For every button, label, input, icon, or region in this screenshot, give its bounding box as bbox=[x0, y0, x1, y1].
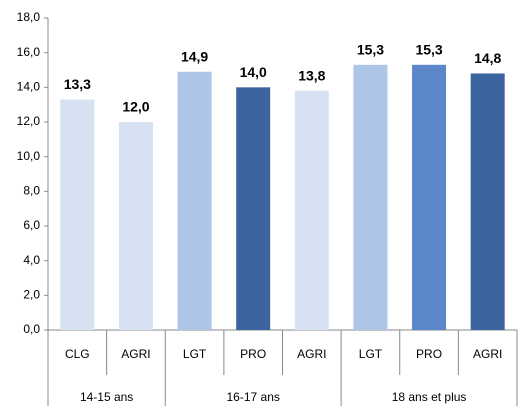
bar bbox=[412, 64, 447, 331]
group-label: 14-15 ans bbox=[80, 390, 133, 404]
y-tick-label: 4,0 bbox=[23, 253, 40, 267]
bar bbox=[470, 73, 505, 330]
x-tick-label: LGT bbox=[359, 347, 383, 361]
x-tick-label: AGRI bbox=[121, 347, 150, 361]
y-tick-label: 16,0 bbox=[17, 45, 41, 59]
value-label: 14,8 bbox=[474, 50, 501, 66]
bar bbox=[118, 122, 153, 330]
y-tick-label: 6,0 bbox=[23, 218, 40, 232]
y-tick-label: 14,0 bbox=[17, 80, 41, 94]
y-tick-label: 8,0 bbox=[23, 184, 40, 198]
x-tick-label: AGRI bbox=[297, 347, 326, 361]
value-label: 13,3 bbox=[64, 76, 91, 92]
x-tick-label: LGT bbox=[183, 347, 207, 361]
x-tick-label: PRO bbox=[240, 347, 266, 361]
y-tick-label: 2,0 bbox=[23, 288, 40, 302]
value-label: 15,3 bbox=[357, 42, 384, 58]
bar bbox=[236, 87, 271, 330]
value-label: 14,0 bbox=[240, 64, 267, 80]
value-label: 13,8 bbox=[298, 68, 325, 84]
x-tick-label: CLG bbox=[65, 347, 90, 361]
x-tick-label: PRO bbox=[416, 347, 442, 361]
bar bbox=[294, 90, 329, 330]
group-label: 16-17 ans bbox=[227, 390, 280, 404]
value-label: 15,3 bbox=[415, 42, 442, 58]
bar bbox=[177, 71, 212, 330]
x-tick-label: AGRI bbox=[473, 347, 502, 361]
group-label: 18 ans et plus bbox=[392, 390, 467, 404]
y-tick-label: 12,0 bbox=[17, 114, 41, 128]
value-label: 14,9 bbox=[181, 48, 208, 64]
y-tick-label: 18,0 bbox=[17, 10, 41, 24]
y-tick-label: 10,0 bbox=[17, 149, 41, 163]
y-tick-label: 0,0 bbox=[23, 322, 40, 336]
value-label: 12,0 bbox=[122, 99, 149, 115]
bar bbox=[353, 64, 388, 331]
bar bbox=[60, 99, 95, 330]
